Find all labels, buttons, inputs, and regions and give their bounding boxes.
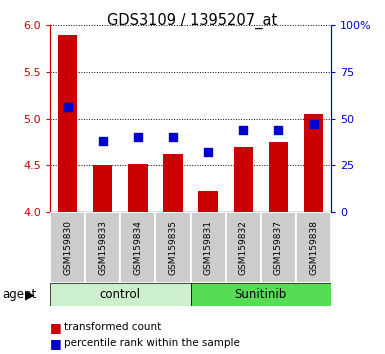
Text: control: control [100, 288, 141, 301]
Bar [304, 114, 323, 212]
Point [275, 127, 281, 133]
Bar [163, 154, 182, 212]
Text: percentile rank within the sample: percentile rank within the sample [64, 338, 239, 348]
Text: GSM159838: GSM159838 [309, 220, 318, 275]
Point [170, 135, 176, 140]
Bar [121, 212, 156, 283]
Bar [226, 212, 261, 283]
Text: GSM159832: GSM159832 [239, 220, 248, 275]
Bar [85, 212, 120, 283]
Text: GDS3109 / 1395207_at: GDS3109 / 1395207_at [107, 12, 278, 29]
Bar [269, 142, 288, 212]
Point [65, 104, 71, 110]
Bar [58, 35, 77, 212]
Text: GSM159837: GSM159837 [274, 220, 283, 275]
Text: GSM159834: GSM159834 [133, 220, 142, 275]
Bar [234, 147, 253, 212]
Bar [199, 191, 218, 212]
Bar [191, 283, 331, 306]
Text: Sunitinib: Sunitinib [235, 288, 287, 301]
Bar [296, 212, 331, 283]
Point [135, 135, 141, 140]
Text: GSM159833: GSM159833 [98, 220, 107, 275]
Bar [93, 165, 112, 212]
Text: agent: agent [2, 288, 36, 301]
Point [240, 127, 246, 133]
Bar [128, 164, 147, 212]
Text: ■: ■ [50, 321, 62, 334]
Bar [156, 212, 191, 283]
Bar [261, 212, 296, 283]
Text: GSM159831: GSM159831 [204, 220, 213, 275]
Text: ▶: ▶ [25, 288, 35, 301]
Point [310, 121, 316, 127]
Text: ■: ■ [50, 337, 62, 350]
Text: GSM159830: GSM159830 [63, 220, 72, 275]
Text: GSM159835: GSM159835 [169, 220, 177, 275]
Point [205, 149, 211, 155]
Text: transformed count: transformed count [64, 322, 161, 332]
Point [100, 138, 106, 144]
Bar [50, 212, 85, 283]
Bar [50, 283, 191, 306]
Bar [191, 212, 226, 283]
